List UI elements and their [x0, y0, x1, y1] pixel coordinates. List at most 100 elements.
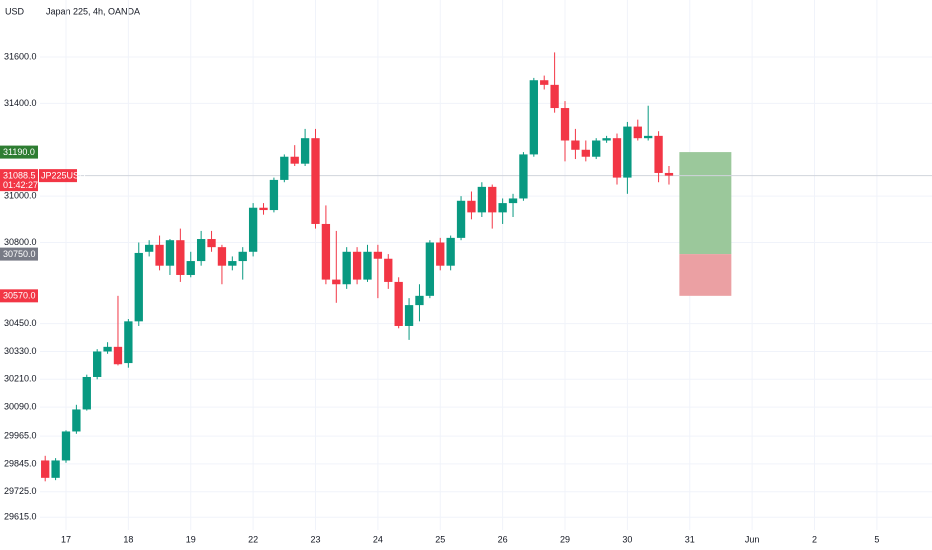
candle-body: [228, 261, 237, 266]
symbol-box: [39, 169, 77, 183]
y-tick-label: 29615.0: [4, 512, 37, 522]
x-tick-label: 25: [435, 534, 445, 544]
candle-body: [519, 154, 528, 199]
x-tick-label: 24: [373, 534, 383, 544]
candle-body: [467, 200, 476, 213]
x-tick-label: Jun: [745, 534, 760, 544]
candle-body: [550, 84, 559, 109]
y-tick-label: 31400.0: [4, 98, 37, 108]
y-tick-label: 29725.0: [4, 486, 37, 496]
price-label: 31190.0: [3, 147, 35, 157]
candle-body: [134, 252, 143, 322]
candle-body: [425, 242, 435, 296]
candle-body: [72, 409, 81, 432]
candle-body: [155, 244, 164, 266]
x-tick-label: 30: [622, 534, 632, 544]
candle-body: [280, 156, 289, 180]
candle-body: [446, 237, 455, 266]
y-tick-label: 29965.0: [4, 430, 37, 440]
price-label-box: [0, 289, 38, 303]
position-profit: [679, 152, 732, 255]
y-tick-label: 30330.0: [4, 346, 37, 356]
x-tick-label: 29: [560, 534, 570, 544]
price-label: 30750.0: [3, 249, 36, 259]
candle-body: [581, 149, 590, 157]
y-tick-label: 30450.0: [4, 318, 37, 328]
candle-body: [145, 244, 154, 252]
last-price-box: [0, 169, 38, 192]
candle-body: [623, 126, 632, 178]
candle-body: [612, 138, 622, 178]
candle-body: [394, 281, 403, 326]
candle-body: [186, 261, 195, 275]
candle-body: [352, 251, 362, 280]
candle-body: [592, 140, 601, 157]
x-tick-label: 18: [123, 534, 133, 544]
candle-body: [269, 179, 279, 211]
price-label-box: [0, 247, 38, 261]
candle-body: [477, 186, 486, 213]
candle-body: [384, 258, 393, 282]
candle-body: [404, 305, 414, 326]
y-tick-label: 31000.0: [4, 191, 37, 201]
candle-body: [540, 80, 549, 85]
candle-body: [300, 138, 310, 164]
last-price-label: 31088.5: [3, 170, 36, 180]
candle-body: [124, 321, 133, 364]
candle-body: [196, 239, 206, 262]
candle-body: [488, 186, 497, 213]
candle-body: [602, 138, 611, 141]
candle-body: [664, 172, 674, 176]
y-tick-label: 30800.0: [4, 237, 37, 247]
candle-body: [644, 135, 653, 139]
candle-body: [529, 80, 538, 155]
candle-body: [238, 251, 247, 262]
x-tick-label: 23: [310, 534, 320, 544]
candle-body: [113, 346, 123, 365]
countdown-label: 01:42:27: [3, 180, 38, 190]
x-tick-label: 26: [498, 534, 508, 544]
candle-body: [508, 198, 518, 204]
candle-body: [560, 108, 570, 141]
y-tick-label: 31600.0: [4, 51, 37, 61]
currency-label: USD: [5, 6, 25, 16]
x-tick-label: 22: [248, 534, 258, 544]
candle-body: [654, 135, 663, 173]
candle-body: [342, 251, 351, 285]
candle-body: [363, 251, 372, 280]
candle-body: [633, 126, 642, 139]
candle-body: [436, 242, 445, 266]
x-tick-label: 2: [812, 534, 817, 544]
x-tick-label: 31: [685, 534, 695, 544]
candle-body: [93, 351, 102, 377]
candle-body: [217, 247, 227, 266]
x-tick-label: 5: [874, 534, 879, 544]
candle-body: [415, 295, 424, 306]
candle-body: [103, 346, 112, 352]
price-label-box: [0, 145, 38, 159]
y-tick-label: 30090.0: [4, 401, 37, 411]
candle-body: [321, 223, 331, 280]
candle-body: [498, 203, 507, 213]
x-tick-label: 19: [186, 534, 196, 544]
candle-body: [176, 240, 185, 275]
candle-body: [373, 251, 383, 259]
candle-body: [332, 279, 341, 285]
candle-body: [61, 431, 71, 461]
candle-body: [290, 156, 299, 164]
candle-body: [41, 460, 50, 478]
candle-body: [165, 240, 175, 266]
y-tick-label: 30210.0: [4, 374, 37, 384]
candle-body: [571, 140, 580, 150]
candle-body: [248, 207, 258, 252]
x-tick-label: 17: [61, 534, 71, 544]
price-label: 30570.0: [3, 291, 36, 301]
y-tick-label: 29845.0: [4, 458, 37, 468]
symbol-label: JP225USD: [41, 170, 86, 180]
candle-body: [259, 207, 268, 211]
candle-body: [456, 200, 466, 238]
candle-body: [311, 138, 320, 224]
candle-body: [51, 460, 60, 478]
